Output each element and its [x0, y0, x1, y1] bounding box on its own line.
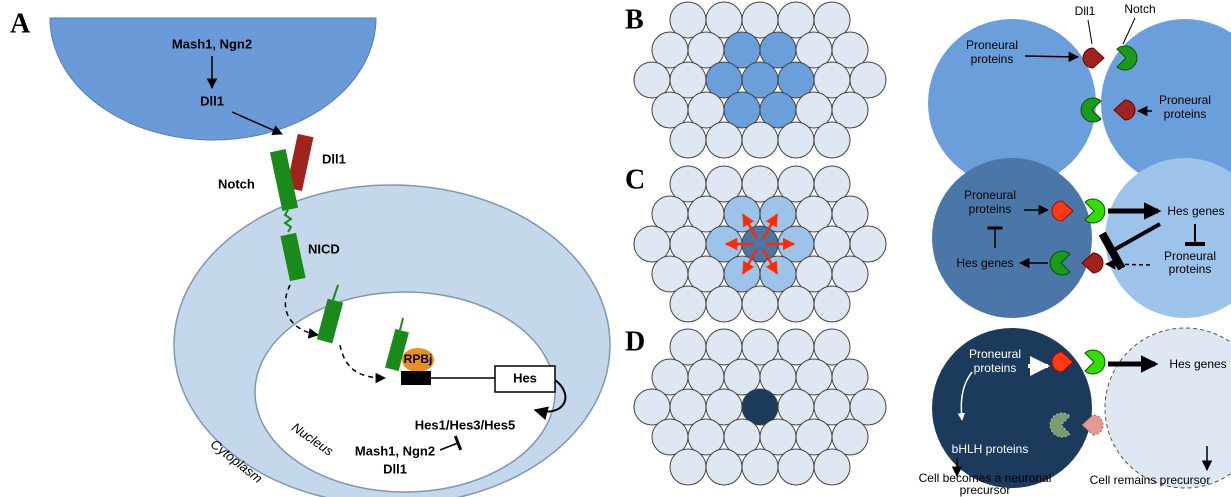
cell-grid [634, 329, 886, 485]
grid-cell [778, 286, 814, 322]
target-label: Dll1 [383, 461, 407, 476]
panel-label: B [625, 4, 644, 35]
panel-label: D [625, 326, 645, 357]
proneural-label: Proneural [966, 38, 1018, 52]
dll1-ligand [1083, 48, 1104, 68]
grid-cell [742, 286, 778, 322]
gene-label: Mash1, Ngn2 [172, 36, 252, 51]
notch-receptor [1081, 98, 1101, 122]
panel-a: A Mash1, Ngn2 Dll1 Dll1 Notch NICD RPBj … [10, 8, 610, 497]
proneural-label: proteins [969, 202, 1012, 216]
panel-b: B Dll1 Notch Proneural proteins Proneura… [625, 2, 1231, 187]
cell-grid [634, 2, 886, 158]
gene-label: Dll1 [200, 93, 224, 108]
panel-label: C [625, 164, 645, 195]
promoter [401, 371, 431, 385]
grid-cell [814, 286, 850, 322]
cell [932, 158, 1092, 318]
dll1-label: Dll1 [1075, 4, 1096, 18]
panel-c: C Proneural proteins Hes genes Hes genes… [625, 158, 1231, 322]
proneural-label: proteins [1164, 107, 1207, 121]
hes-family: Hes1/Hes3/Hes5 [415, 417, 515, 432]
grid-cell [706, 122, 742, 158]
rpbj-label: RPBj [404, 352, 433, 366]
fate-label: Cell remains precursor [1090, 473, 1211, 487]
grid-cell [706, 286, 742, 322]
dll1-label: Dll1 [322, 151, 346, 166]
panel-d: D Proneural proteins bHLH proteins Hes g… [625, 326, 1231, 497]
grid-cell [670, 286, 706, 322]
proneural-label: Proneural [1159, 93, 1211, 107]
hes-label: Hes genes [956, 256, 1013, 270]
cell [1105, 328, 1231, 488]
grid-cell [670, 449, 706, 485]
grid-cell [670, 122, 706, 158]
proneural-label: proteins [971, 52, 1014, 66]
target-label: Mash1, Ngn2 [355, 443, 435, 458]
leader [1088, 20, 1092, 44]
grid-cell [706, 449, 742, 485]
proneural-label: Proneural [969, 347, 1021, 361]
cell-grid [634, 166, 886, 322]
grid-cell [814, 122, 850, 158]
proneural-label: Proneural [964, 188, 1016, 202]
proneural-label: proteins [974, 361, 1017, 375]
arrow [1025, 56, 1078, 57]
proneural-label: Proneural [1164, 249, 1216, 263]
nicd-label: NICD [308, 241, 340, 256]
bhlh-label: bHLH proteins [952, 442, 1029, 456]
notch-label: Notch [218, 176, 255, 191]
notch-label: Notch [1124, 2, 1155, 16]
grid-cell [742, 122, 778, 158]
cell [1105, 158, 1231, 318]
figure: A Mash1, Ngn2 Dll1 Dll1 Notch NICD RPBj … [0, 0, 1231, 497]
notch-receptor [1085, 350, 1105, 374]
grid-cell [778, 122, 814, 158]
grid-cell [814, 449, 850, 485]
hes-label: Hes [513, 370, 537, 385]
notch-receptor [1085, 199, 1105, 223]
fate-label: precursor [960, 483, 1011, 497]
grid-cell [742, 449, 778, 485]
grid-cell [778, 449, 814, 485]
panel-label: A [10, 8, 31, 39]
hes-label: Hes genes [1167, 204, 1224, 218]
proneural-label: proteins [1169, 262, 1212, 276]
hes-label: Hes genes [1169, 357, 1226, 371]
